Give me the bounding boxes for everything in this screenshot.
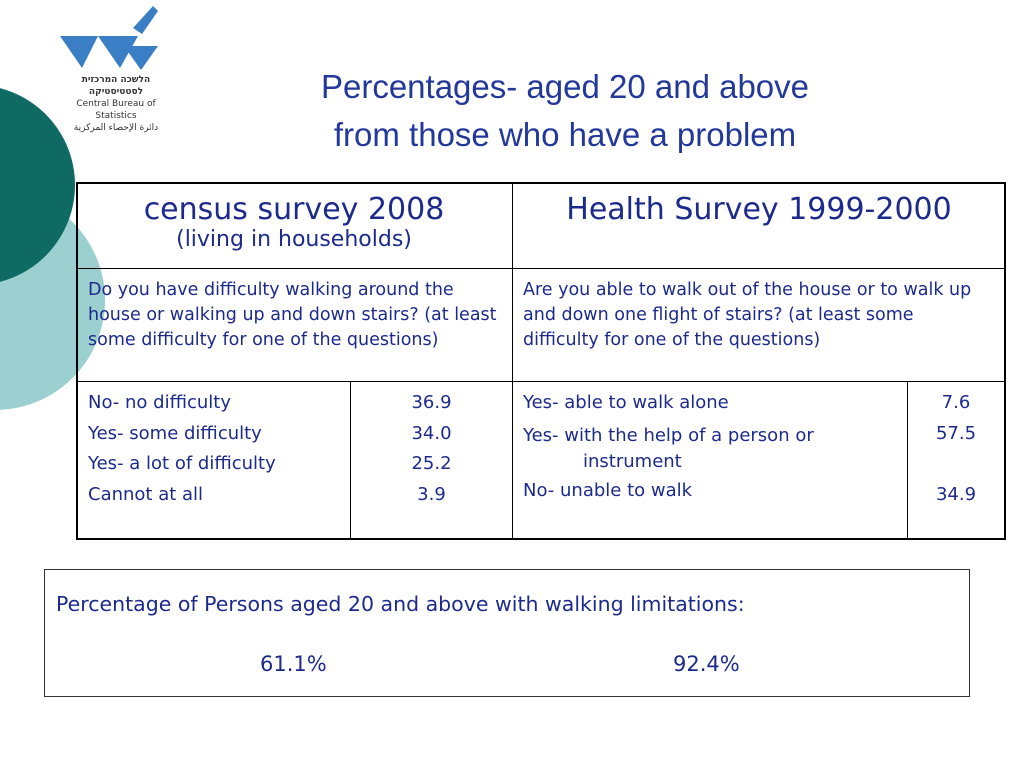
- value: 57.5: [935, 422, 977, 444]
- logo-english: Central Bureau of Statistics: [76, 99, 156, 121]
- header-cell: census survey 2008 (living in households…: [76, 188, 512, 256]
- question: Are you able to walk out of the house or…: [523, 280, 972, 350]
- answer: Cannot at all: [88, 483, 204, 505]
- value: 7.6: [941, 392, 971, 413]
- values: 36.9 34.0 25.2 3.9: [351, 388, 512, 518]
- decor-circles: [0, 88, 105, 410]
- summary-value: 61.1%: [260, 652, 327, 676]
- value: 36.9: [411, 392, 452, 413]
- header-title: census survey 2008: [143, 192, 445, 227]
- title-line: from those who have a problem: [333, 116, 797, 153]
- table: census survey 2008 (living in households…: [76, 182, 1006, 540]
- value: 25.2: [411, 453, 452, 474]
- header-title: Health Survey 1999-2000: [566, 192, 952, 227]
- header-subtitle: (living in households): [176, 227, 412, 252]
- summary-label: Percentage of Persons aged 20 and above …: [56, 592, 745, 616]
- value: 34.0: [411, 422, 452, 444]
- answer: Yes- some difficulty: [88, 422, 262, 444]
- answer: No- unable to walk: [523, 479, 693, 501]
- answer: Yes- a lot of difficulty: [88, 453, 276, 474]
- logo-arabic: دائرة الإحصاء المركزية: [73, 123, 159, 133]
- answer: No- no difficulty: [88, 392, 232, 413]
- value: 34.9: [935, 483, 977, 505]
- value: 3.9: [417, 483, 446, 505]
- answer: Yes- with the help of a person or instru…: [523, 424, 814, 472]
- summary-box: Percentage of Persons aged 20 and above …: [44, 569, 970, 697]
- logo-mark: [60, 6, 158, 70]
- answers: Yes- able to walk alone Yes- with the he…: [513, 388, 907, 514]
- logo-text: הלשכה המרכזית לסטטיסטיקה Central Bureau …: [56, 74, 176, 134]
- title-line: Percentages- aged 20 and above: [320, 68, 810, 105]
- summary-value: 92.4%: [673, 652, 740, 676]
- logo-hebrew: הלשכה המרכזית לסטטיסטיקה: [81, 75, 151, 97]
- answer: Yes- able to walk alone: [523, 392, 729, 413]
- values: 7.6 57.5 34.9: [908, 388, 1004, 518]
- question: Do you have difficulty walking around th…: [88, 280, 497, 350]
- answers: No- no difficulty Yes- some difficulty Y…: [78, 388, 350, 518]
